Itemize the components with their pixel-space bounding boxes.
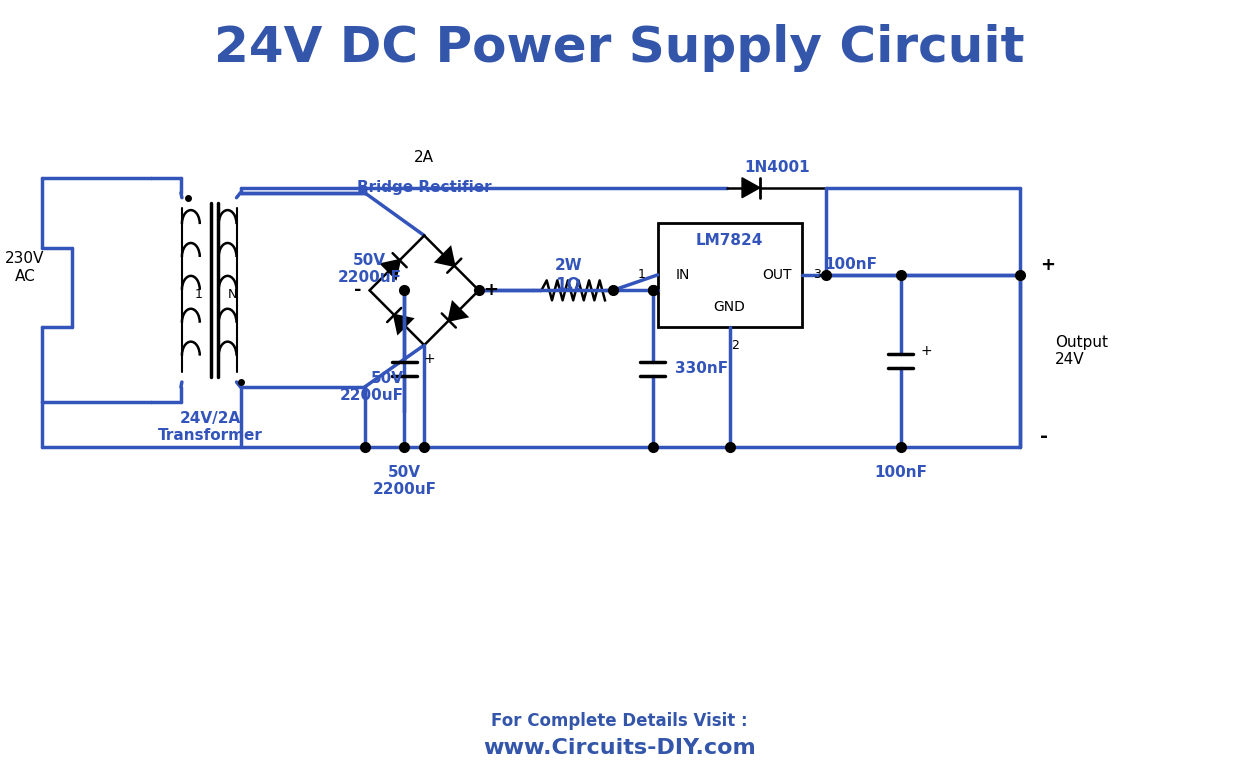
Text: +: + — [920, 344, 932, 358]
Text: -: - — [354, 281, 361, 299]
Text: 100nF: 100nF — [825, 257, 878, 273]
Polygon shape — [449, 302, 467, 320]
Text: LM7824: LM7824 — [695, 233, 763, 248]
Text: 24V/2A
Transformer: 24V/2A Transformer — [158, 411, 263, 443]
Text: 1Ω: 1Ω — [555, 277, 581, 294]
Polygon shape — [742, 178, 760, 197]
Polygon shape — [382, 260, 399, 278]
Text: OUT: OUT — [762, 268, 792, 282]
Text: 3: 3 — [814, 268, 821, 281]
Text: -: - — [1039, 427, 1048, 446]
Text: 50V
2200uF: 50V 2200uF — [339, 371, 403, 403]
Polygon shape — [395, 315, 412, 333]
Text: www.Circuits-DIY.com: www.Circuits-DIY.com — [483, 737, 756, 758]
Text: IN: IN — [676, 268, 689, 282]
Polygon shape — [436, 248, 454, 266]
Text: 2A: 2A — [414, 150, 434, 166]
Text: 330nF: 330nF — [674, 361, 729, 376]
Text: +: + — [1039, 256, 1055, 274]
Text: 230V
AC: 230V AC — [5, 251, 44, 284]
Text: +: + — [483, 281, 498, 299]
Text: 1: 1 — [195, 288, 202, 301]
Text: 100nF: 100nF — [874, 465, 927, 479]
Text: For Complete Details Visit :: For Complete Details Visit : — [491, 712, 747, 730]
FancyBboxPatch shape — [657, 222, 801, 327]
Text: 50V
2200uF: 50V 2200uF — [338, 253, 402, 285]
Text: +: + — [424, 352, 435, 366]
Text: GND: GND — [714, 300, 746, 314]
Text: N: N — [228, 288, 237, 301]
Text: 24V DC Power Supply Circuit: 24V DC Power Supply Circuit — [215, 24, 1025, 72]
Text: 1: 1 — [637, 268, 646, 281]
Text: 1N4001: 1N4001 — [743, 160, 810, 176]
Text: Bridge Rectifier: Bridge Rectifier — [356, 180, 492, 195]
Text: Output
24V: Output 24V — [1055, 335, 1107, 367]
Text: 2: 2 — [731, 339, 739, 352]
Text: 2W: 2W — [555, 258, 582, 273]
Text: 50V
2200uF: 50V 2200uF — [372, 465, 436, 497]
